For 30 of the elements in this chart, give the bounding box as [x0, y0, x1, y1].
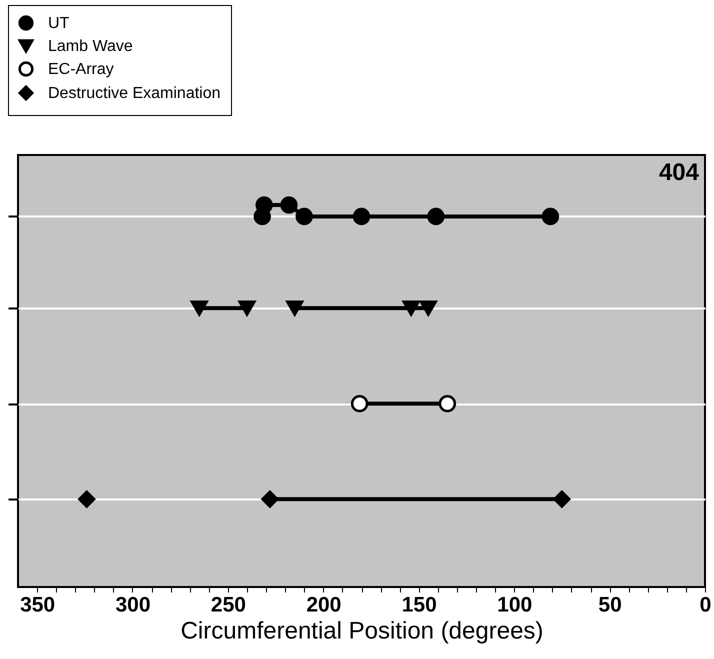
point: [352, 208, 370, 226]
x-axis-title: Circumferential Position (degrees): [180, 618, 544, 644]
point: [420, 300, 437, 316]
legend-label: UT: [48, 15, 70, 32]
x-tick-label: 300: [115, 594, 151, 616]
point: [553, 490, 571, 508]
point: [238, 300, 256, 316]
point: [427, 208, 445, 226]
point: [286, 300, 304, 316]
point: [350, 394, 368, 412]
point: [78, 490, 96, 508]
point: [261, 490, 279, 508]
point: [542, 208, 560, 226]
text: 404: [658, 159, 700, 186]
point: [296, 208, 313, 226]
x-tick-label: 200: [306, 594, 342, 616]
x-tick-label: 350: [20, 594, 56, 616]
legend-label: Lamb Wave: [48, 38, 133, 55]
x-tick-label: 50: [598, 594, 622, 616]
legend-label: EC-Array: [48, 61, 114, 78]
point: [190, 300, 208, 316]
x-tick-label: 0: [700, 594, 712, 616]
legend-label: Destructive Examination: [48, 85, 221, 102]
point: [438, 394, 456, 412]
point: [402, 300, 420, 316]
x-tick-label: 250: [210, 594, 246, 616]
x-tick-label: 150: [402, 594, 437, 616]
x-tick-label: 100: [497, 594, 532, 616]
point: [256, 196, 273, 214]
point: [280, 196, 298, 214]
